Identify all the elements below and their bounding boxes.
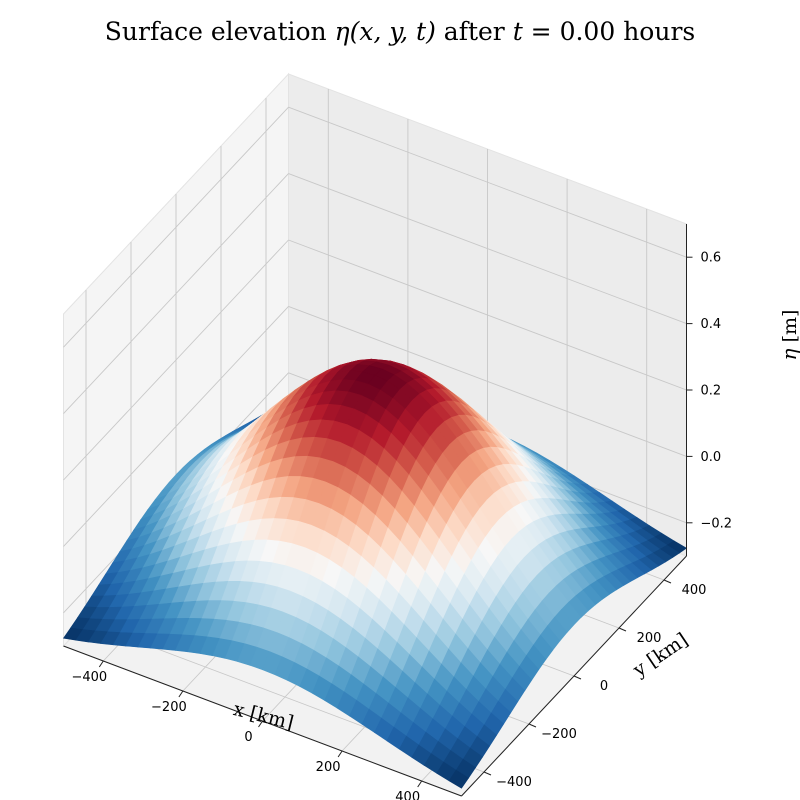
- y-tick-mark: [618, 627, 627, 632]
- y-tick-label: −200: [541, 727, 577, 742]
- z-tick-label: −0.2: [701, 516, 733, 531]
- back-grid-z: [288, 106, 687, 258]
- x-tick-mark: [258, 720, 263, 728]
- y-tick-label: −400: [496, 775, 532, 790]
- z-tick-label: 0.0: [701, 450, 722, 465]
- z-axis-label: η [m]: [777, 310, 800, 361]
- z-tick-label: 0.4: [701, 317, 722, 332]
- x-tick-mark: [337, 750, 343, 758]
- y-tick-label: 200: [637, 631, 662, 646]
- back-grid-z: [288, 239, 687, 391]
- y-tick-mark: [483, 771, 492, 776]
- x-tick-mark: [417, 780, 423, 788]
- tick-labels: −400 −200 0 200 400 −400 −200 0 200 400 −0.2 0.0 0.2…: [71, 251, 732, 800]
- x-tick-label: −400: [71, 670, 107, 685]
- x-tick-mark: [178, 690, 184, 698]
- z-tick-label: 0.6: [701, 251, 722, 266]
- z-tick-label: 0.2: [701, 384, 722, 399]
- left-grid-z: [63, 173, 289, 414]
- y-tick-mark: [573, 675, 582, 680]
- y-tick-mark: [528, 723, 537, 728]
- x-tick-mark: [98, 660, 104, 668]
- back-grid-z: [288, 305, 687, 457]
- x-tick-label: −200: [151, 700, 187, 715]
- left-grid-z: [63, 106, 289, 348]
- x-tick-label: 400: [395, 790, 420, 800]
- y-tick-label: 0: [600, 679, 608, 694]
- x-tick-label: 0: [244, 730, 252, 745]
- left-grid-z: [63, 306, 289, 547]
- y-tick-mark: [663, 579, 672, 584]
- y-tick-label: 400: [682, 583, 707, 598]
- x-tick-label: 200: [316, 760, 341, 775]
- chart-title: Surface elevation η(x, y, t) after t = 0…: [105, 17, 695, 46]
- back-grid-z: [288, 173, 687, 325]
- left-grid-z: [63, 239, 289, 481]
- surface-mesh: [62, 358, 688, 789]
- surface-patch: [448, 769, 469, 789]
